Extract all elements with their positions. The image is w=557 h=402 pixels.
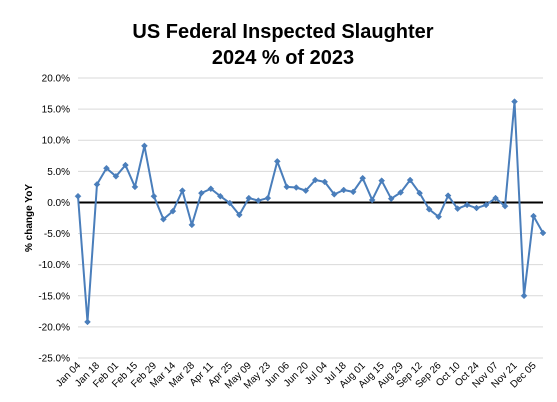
data-point	[254, 197, 262, 204]
data-point	[349, 188, 357, 196]
data-point	[150, 192, 158, 200]
data-point	[425, 205, 433, 213]
y-tick-label: -25.0%	[38, 354, 70, 365]
data-point	[492, 194, 499, 202]
y-tick-label: 15.0%	[42, 105, 70, 116]
data-point	[226, 199, 234, 207]
data-point	[302, 187, 310, 194]
series-line	[77, 100, 544, 323]
data-point	[122, 161, 129, 169]
data-point	[179, 187, 186, 194]
data-point	[340, 186, 348, 194]
data-point	[321, 178, 329, 186]
data-point	[160, 215, 167, 223]
data-point	[292, 184, 300, 191]
data-point	[283, 183, 291, 191]
y-tick-label: -15.0%	[38, 291, 70, 302]
y-axis-label: % change YoY	[24, 184, 35, 252]
data-point	[273, 158, 281, 165]
data-point	[169, 207, 177, 215]
y-tick-label: 0.0%	[47, 198, 70, 209]
data-point	[501, 202, 509, 210]
data-point	[207, 185, 215, 193]
chart-title-line-2: 2024 % of 2023	[212, 47, 354, 69]
y-tick-label: -10.0%	[38, 260, 70, 271]
data-point	[530, 212, 537, 220]
data-point	[435, 213, 442, 221]
y-tick-label: -20.0%	[38, 322, 70, 333]
data-point	[235, 211, 243, 219]
y-tick-label: 10.0%	[42, 136, 70, 147]
series-layer	[74, 98, 547, 326]
data-point	[311, 176, 319, 184]
data-point	[330, 191, 338, 198]
data-point	[84, 318, 91, 326]
data-point	[216, 192, 224, 200]
data-point	[359, 174, 367, 182]
data-point	[368, 196, 376, 204]
data-point	[520, 292, 528, 300]
data-point	[539, 229, 547, 237]
data-point	[112, 172, 120, 180]
data-point	[482, 201, 490, 209]
data-point	[473, 204, 480, 212]
y-axis-tick-labels: 20.0% 15.0% 10.0% 5.0% 0.0% -5.0% -10.0% -15.0%…	[38, 74, 70, 365]
data-point	[103, 164, 110, 172]
gridlines	[78, 77, 543, 359]
chart-title-line-1: US Federal Inspected Slaughter	[132, 21, 433, 43]
data-point	[188, 221, 196, 229]
y-tick-label: 20.0%	[42, 74, 70, 85]
y-tick-label: -5.0%	[44, 229, 70, 240]
data-point	[444, 192, 452, 199]
data-point	[463, 201, 471, 209]
data-point	[416, 189, 423, 197]
data-point	[131, 183, 139, 191]
data-point	[406, 176, 414, 184]
data-point	[397, 189, 405, 196]
data-point	[387, 195, 395, 203]
y-tick-label: 5.0%	[47, 167, 70, 178]
data-point	[454, 205, 461, 213]
data-point	[198, 189, 205, 197]
data-point	[245, 194, 253, 202]
data-point	[511, 98, 518, 105]
data-point	[93, 181, 101, 188]
data-point	[141, 142, 148, 150]
data-point	[74, 192, 82, 200]
data-point	[378, 177, 386, 185]
data-point	[264, 194, 272, 202]
